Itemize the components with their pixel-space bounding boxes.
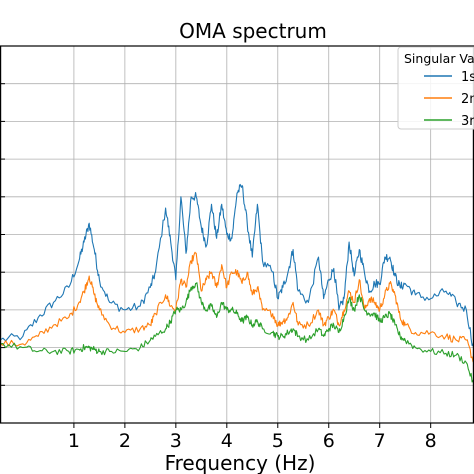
legend-label: 3r [461,114,474,129]
legend-entries: 1s 2n 3r [424,70,474,129]
chart-title: OMA spectrum [179,19,327,43]
x-tick-label: 4 [221,430,233,452]
x-tick-label: 8 [425,430,437,452]
x-axis-label: Frequency (Hz) [165,451,316,474]
series-lines [0,183,474,386]
legend-box [397,46,474,130]
x-tick-label: 2 [119,430,131,452]
x-tick-label: 3 [170,430,182,452]
x-tick-label: 5 [272,430,284,452]
series-line-1 [0,183,474,352]
x-axis-ticks: 1 2 3 4 5 6 7 8 [68,423,437,452]
legend-label: 1s [461,70,474,85]
x-tick-label: 6 [323,430,335,452]
y-axis-ticks [0,83,5,386]
x-tick-label: 1 [68,430,80,452]
series-line-3 [0,282,474,386]
x-tick-label: 7 [374,430,386,452]
legend: Singular Va 1s 2n 3r [397,46,474,130]
series-line-2 [0,251,474,364]
legend-title: Singular Va [404,51,474,66]
legend-label: 2n [461,92,474,107]
